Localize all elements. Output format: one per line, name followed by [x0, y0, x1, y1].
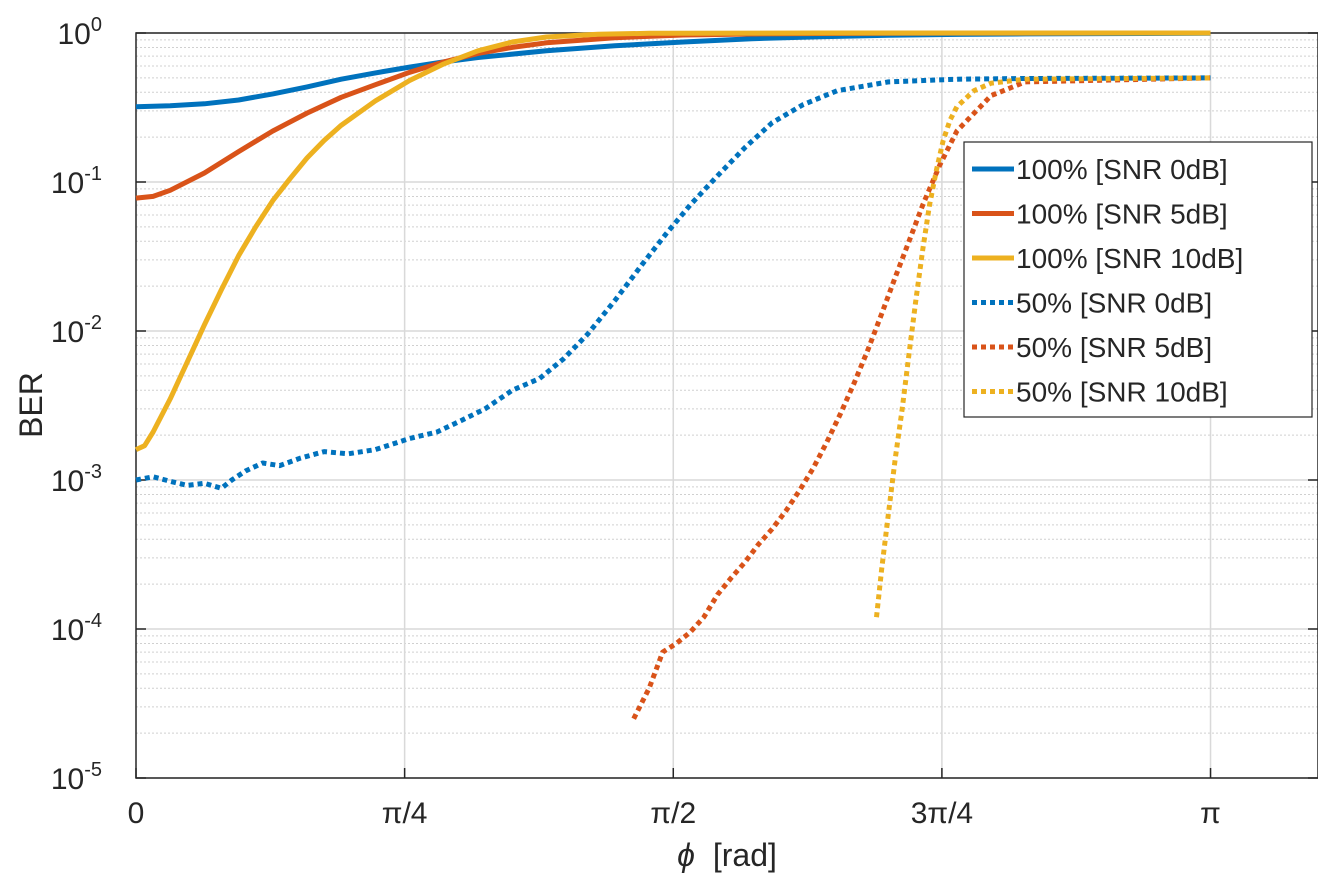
legend-label: 50% [SNR 0dB]	[1016, 288, 1212, 319]
y-tick-exponent: -5	[84, 759, 102, 781]
legend-label: 50% [SNR 10dB]	[1016, 377, 1228, 408]
x-tick-label: π/2	[650, 797, 696, 830]
x-tick-label: π	[1200, 797, 1221, 830]
y-tick-base: 10	[51, 465, 84, 498]
x-axis-label: ϕ [rad]	[677, 837, 777, 873]
y-tick-exponent: -1	[84, 163, 102, 185]
y-tick-label: 100	[58, 14, 103, 51]
y-tick-base: 10	[58, 18, 91, 51]
plot-series	[134, 30, 1211, 720]
y-axis-label: BER	[13, 372, 49, 438]
axis-labels: ϕ [rad] BER	[13, 372, 777, 873]
y-tick-base: 10	[51, 316, 84, 349]
y-tick-base: 10	[51, 167, 84, 200]
y-tick-label: 10-4	[51, 610, 102, 647]
legend-box	[963, 141, 1313, 418]
series-line-4	[135, 75, 1211, 491]
y-tick-label: 10-5	[51, 759, 102, 796]
x-tick-label: π/4	[382, 797, 428, 830]
y-tick-exponent: -3	[84, 461, 102, 483]
x-tick-label: 0	[128, 797, 145, 830]
x-tick-label: 3π/4	[911, 797, 973, 830]
y-tick-base: 10	[51, 614, 84, 647]
x-axis-symbol: ϕ	[677, 837, 695, 873]
legend: 100% [SNR 0dB] 100% [SNR 5dB] 100% [SNR 10…	[963, 141, 1313, 418]
series-line-3	[134, 30, 1211, 452]
y-tick-exponent: -4	[84, 610, 102, 632]
y-tick-label: 10-1	[51, 163, 102, 200]
x-axis-unit: [rad]	[713, 837, 777, 873]
legend-label: 100% [SNR 5dB]	[1016, 199, 1228, 230]
y-tick-label: 10-2	[51, 312, 102, 349]
legend-label: 50% [SNR 5dB]	[1016, 332, 1212, 363]
y-tick-exponent: 0	[91, 14, 102, 36]
legend-label: 100% [SNR 0dB]	[1016, 154, 1228, 185]
series-line-6	[874, 75, 1211, 618]
legend-label: 100% [SNR 10dB]	[1016, 243, 1243, 274]
y-tick-exponent: -2	[84, 312, 102, 334]
y-tick-base: 10	[51, 763, 84, 796]
y-tick-label: 10-3	[51, 461, 102, 498]
